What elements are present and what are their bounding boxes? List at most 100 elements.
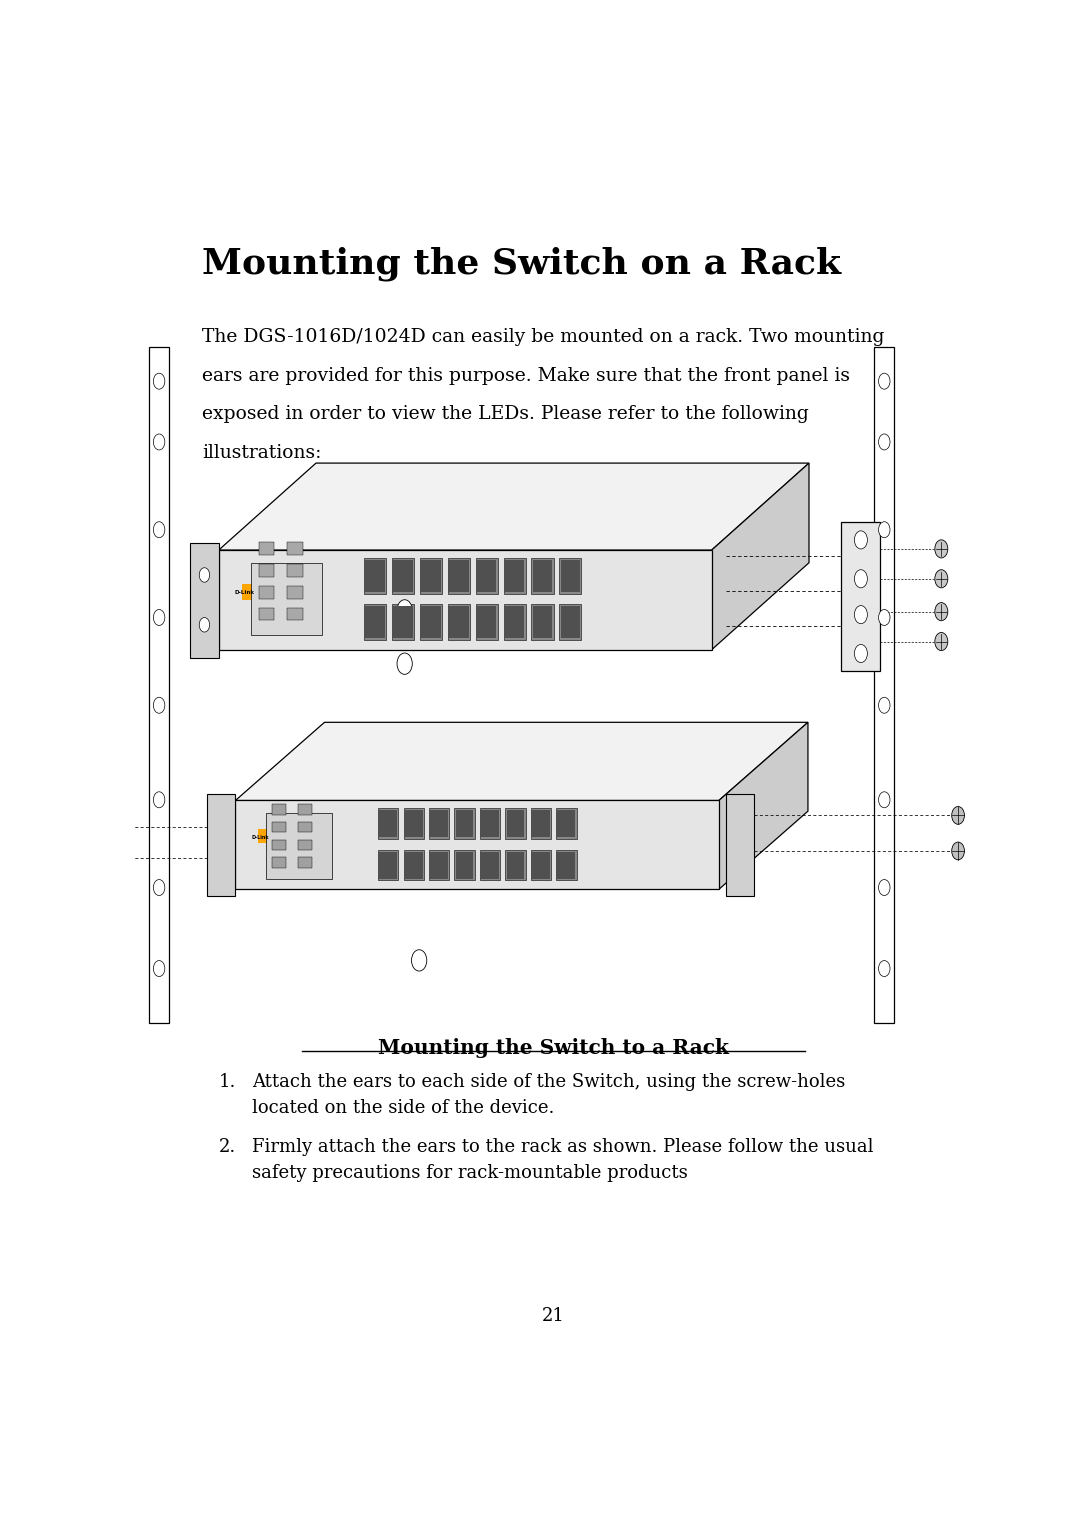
- Bar: [429, 850, 449, 880]
- Circle shape: [153, 879, 165, 896]
- Bar: [258, 829, 324, 842]
- Bar: [559, 604, 581, 639]
- Bar: [531, 559, 554, 594]
- Text: Mounting the Switch on a Rack: Mounting the Switch on a Rack: [202, 246, 841, 281]
- Bar: [477, 606, 497, 638]
- Bar: [557, 852, 576, 879]
- Bar: [561, 606, 580, 638]
- Bar: [456, 852, 473, 879]
- Bar: [448, 559, 470, 594]
- Circle shape: [935, 540, 948, 559]
- Bar: [726, 794, 754, 897]
- Bar: [430, 811, 448, 836]
- Bar: [480, 850, 500, 880]
- Bar: [420, 559, 442, 594]
- Circle shape: [153, 434, 165, 449]
- Text: 1.: 1.: [218, 1073, 237, 1091]
- Bar: [557, 811, 576, 836]
- Circle shape: [878, 610, 890, 625]
- Bar: [503, 559, 526, 594]
- Bar: [266, 814, 333, 879]
- Bar: [393, 560, 413, 592]
- Bar: [556, 809, 577, 838]
- Circle shape: [153, 961, 165, 976]
- Text: ears are provided for this purpose. Make sure that the front panel is: ears are provided for this purpose. Make…: [202, 367, 850, 386]
- Bar: [272, 839, 286, 850]
- Circle shape: [878, 522, 890, 537]
- Circle shape: [878, 961, 890, 976]
- Bar: [530, 809, 551, 838]
- Circle shape: [935, 603, 948, 621]
- Circle shape: [199, 568, 210, 583]
- Circle shape: [153, 697, 165, 713]
- Circle shape: [153, 522, 165, 537]
- Bar: [532, 560, 552, 592]
- Bar: [392, 559, 414, 594]
- Bar: [477, 560, 497, 592]
- Bar: [259, 565, 274, 577]
- Circle shape: [935, 569, 948, 587]
- Bar: [378, 850, 399, 880]
- Bar: [405, 811, 422, 836]
- Bar: [503, 604, 526, 639]
- Bar: [429, 809, 449, 838]
- Bar: [531, 604, 554, 639]
- Text: exposed in order to view the LEDs. Please refer to the following: exposed in order to view the LEDs. Pleas…: [202, 405, 809, 424]
- Bar: [456, 811, 473, 836]
- Bar: [298, 839, 312, 850]
- Bar: [272, 821, 286, 832]
- Text: illustrations:: illustrations:: [202, 443, 322, 461]
- Text: The DGS-1016D/1024D can easily be mounted on a rack. Two mounting: The DGS-1016D/1024D can easily be mounte…: [202, 328, 885, 346]
- Circle shape: [854, 645, 867, 662]
- Circle shape: [77, 850, 90, 867]
- Bar: [559, 559, 581, 594]
- Bar: [364, 604, 387, 639]
- Bar: [507, 852, 525, 879]
- Circle shape: [878, 792, 890, 808]
- Bar: [420, 604, 442, 639]
- Bar: [218, 550, 712, 650]
- Bar: [298, 821, 312, 832]
- Bar: [365, 560, 384, 592]
- Text: D-Link: D-Link: [252, 835, 270, 841]
- Circle shape: [199, 618, 210, 631]
- Bar: [532, 811, 550, 836]
- Bar: [287, 542, 303, 556]
- Circle shape: [397, 653, 413, 674]
- Bar: [481, 852, 499, 879]
- Bar: [556, 850, 577, 880]
- Bar: [298, 858, 312, 868]
- Bar: [252, 563, 323, 635]
- Bar: [481, 811, 499, 836]
- Polygon shape: [712, 463, 809, 650]
- Bar: [405, 852, 422, 879]
- Bar: [404, 850, 423, 880]
- Bar: [448, 604, 470, 639]
- Bar: [449, 606, 469, 638]
- Polygon shape: [218, 463, 809, 550]
- Bar: [475, 559, 498, 594]
- Circle shape: [854, 569, 867, 587]
- Bar: [561, 560, 580, 592]
- Bar: [365, 606, 384, 638]
- Bar: [421, 606, 441, 638]
- Bar: [207, 794, 235, 897]
- Circle shape: [878, 373, 890, 389]
- Bar: [505, 850, 526, 880]
- Bar: [455, 850, 475, 880]
- Bar: [475, 604, 498, 639]
- Bar: [393, 606, 413, 638]
- Bar: [379, 852, 397, 879]
- Circle shape: [854, 531, 867, 550]
- Bar: [287, 607, 303, 621]
- Bar: [190, 543, 218, 657]
- Circle shape: [951, 806, 964, 824]
- Circle shape: [854, 606, 867, 624]
- Text: Firmly attach the ears to the rack as shown. Please follow the usual
safety prec: Firmly attach the ears to the rack as sh…: [253, 1138, 874, 1183]
- Bar: [449, 560, 469, 592]
- Circle shape: [397, 600, 413, 621]
- Bar: [298, 805, 312, 815]
- Bar: [530, 850, 551, 880]
- Bar: [364, 559, 387, 594]
- Polygon shape: [719, 723, 808, 890]
